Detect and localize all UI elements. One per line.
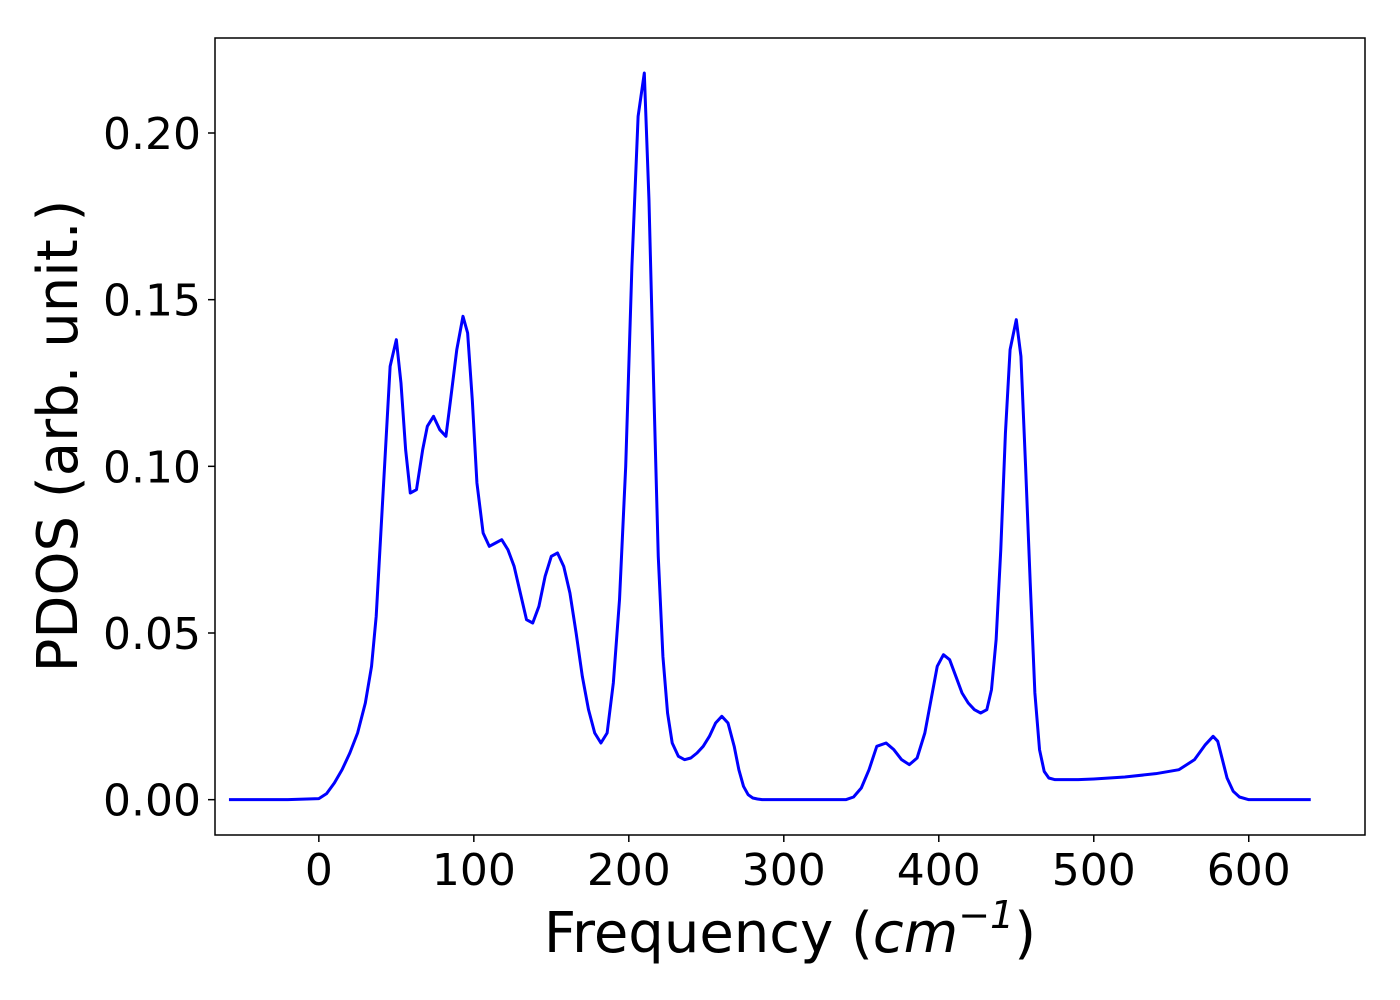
x-tick-label: 300: [742, 845, 826, 896]
x-axis-label-unit: cm: [873, 901, 958, 966]
x-axis-ticks: 0 100 200 300 400 500 600: [305, 835, 1291, 896]
x-axis-label-text: Frequency (: [544, 901, 873, 966]
x-tick-label: 600: [1207, 845, 1291, 896]
y-tick-label: 0.15: [103, 276, 201, 327]
x-axis-label-exponent: −1: [958, 893, 1014, 937]
y-axis-label: PDOS (arb. unit.): [26, 200, 91, 673]
y-tick-label: 0.00: [103, 776, 201, 827]
x-axis-label-close: ): [1014, 901, 1036, 966]
plot-area-frame: [214, 37, 1366, 836]
x-tick-label: 100: [432, 845, 516, 896]
pdos-series-line: [228, 71, 1311, 802]
x-tick-label: 400: [897, 845, 981, 896]
y-tick-label: 0.20: [103, 109, 201, 160]
x-tick-label: 500: [1052, 845, 1136, 896]
y-axis-ticks: 0.00 0.05 0.10 0.15 0.20: [103, 109, 215, 827]
x-axis-label: Frequency (cm−1): [544, 893, 1036, 966]
x-tick-label: 0: [305, 845, 333, 896]
x-tick-label: 200: [587, 845, 671, 896]
y-tick-label: 0.10: [103, 442, 201, 493]
y-tick-label: 0.05: [103, 609, 201, 660]
